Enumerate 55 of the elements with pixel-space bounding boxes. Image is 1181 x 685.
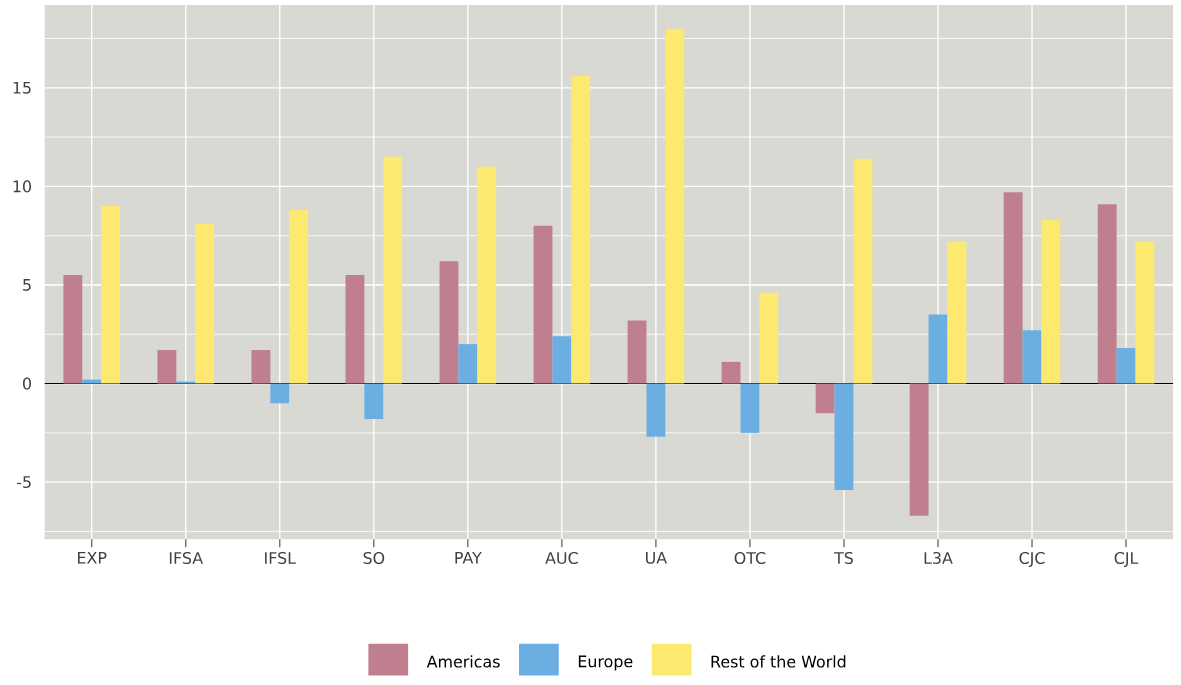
bar (1022, 330, 1042, 384)
y-tick-label: 10 (13, 180, 32, 193)
x-tick-label: EXP (78, 551, 107, 564)
x-tick-label: IFSA (169, 551, 204, 564)
legend-label: Rest of the World (711, 655, 846, 668)
bar (1097, 203, 1117, 384)
x-tick-label: AUC (545, 551, 578, 564)
bar (477, 166, 497, 384)
bar (928, 314, 948, 384)
bar (627, 320, 647, 384)
bar (383, 156, 403, 384)
bar (63, 274, 83, 384)
bar (439, 261, 459, 384)
bar (1041, 219, 1061, 384)
bar (82, 379, 102, 384)
bar (909, 383, 929, 516)
bar (947, 241, 967, 384)
x-tick-label: CJC (1019, 551, 1045, 567)
bar (571, 75, 591, 384)
bar (101, 205, 121, 384)
x-tick-label: SO (363, 551, 385, 564)
y-tick-label: 5 (23, 278, 31, 291)
y-tick-label: 15 (13, 81, 31, 94)
bar (1003, 192, 1023, 384)
bar (345, 274, 365, 384)
bar (552, 336, 572, 384)
x-tick-label: CJL (1114, 551, 1139, 567)
x-tick-label: L3A (924, 551, 953, 564)
legend-label: Americas (426, 655, 500, 668)
bar (157, 349, 177, 384)
bar (759, 292, 779, 384)
x-tick-label: OTC (734, 551, 766, 564)
bar (815, 383, 835, 413)
y-tick-label: -5 (17, 476, 31, 488)
bar (834, 383, 854, 490)
legend-label: Europe (578, 655, 633, 671)
bar (195, 223, 215, 384)
x-tick-label: TS (834, 551, 853, 564)
x-tick-label: UA (646, 551, 668, 564)
bar (1135, 241, 1155, 384)
bar (1116, 347, 1136, 384)
bar (533, 225, 553, 384)
x-tick-label: IFSL (265, 551, 296, 564)
bar (270, 383, 290, 404)
x-tick-label: PAY (455, 551, 482, 564)
bar (646, 383, 666, 437)
bar (853, 158, 873, 384)
bar (721, 361, 741, 384)
bar (665, 28, 685, 384)
bar (740, 383, 760, 433)
y-tick-label: 0 (23, 377, 32, 390)
bar (458, 343, 478, 384)
bar (251, 349, 271, 384)
bar (289, 209, 309, 384)
bar (364, 383, 384, 419)
